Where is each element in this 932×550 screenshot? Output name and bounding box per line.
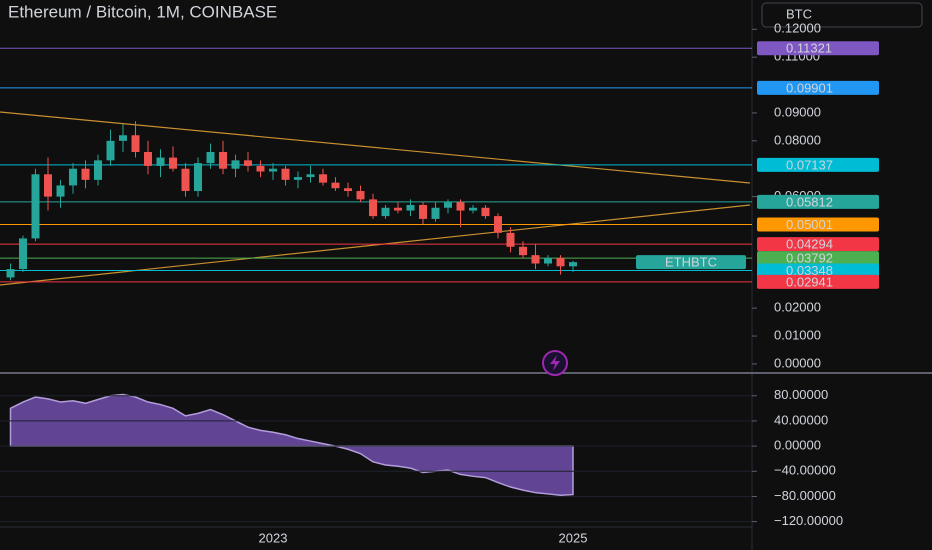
candle-body <box>569 262 577 267</box>
y2-tick-label: 0.00000 <box>774 438 821 453</box>
level-label: 0.07137 <box>786 157 833 172</box>
candle-body <box>456 202 465 211</box>
x-tick-label: 2025 <box>559 530 588 545</box>
candle-body <box>256 165 265 172</box>
y-tick-label: 0.08000 <box>774 132 821 147</box>
candle-body <box>244 160 252 166</box>
candle-body <box>181 168 190 192</box>
y2-tick-label: −40.00000 <box>774 463 836 478</box>
level-tag <box>757 274 879 289</box>
candle-body <box>56 185 65 197</box>
candle-body <box>169 157 177 169</box>
symbol-label: ETHBTC <box>665 255 717 270</box>
candle-body <box>131 135 140 152</box>
candle-body <box>331 182 340 189</box>
trend-line <box>0 204 751 286</box>
level-tag <box>757 263 879 278</box>
candle-body <box>156 157 165 166</box>
candle-body <box>219 151 227 169</box>
level-label: 0.05001 <box>786 217 833 232</box>
candle-body <box>94 160 102 180</box>
candle-body <box>356 191 365 200</box>
level-label: 0.09901 <box>786 80 833 95</box>
candle-body <box>369 199 377 217</box>
level-label: 0.11321 <box>786 41 832 56</box>
plot-layer: 0.120000.110000.090000.080000.060000.020… <box>0 21 879 545</box>
y-tick-label: 0.12000 <box>774 21 821 36</box>
level-label: 0.04294 <box>786 237 833 252</box>
candle-body <box>319 174 327 183</box>
candle-body <box>19 238 27 270</box>
candle-body <box>231 160 240 169</box>
y-tick-label: 0.01000 <box>774 327 821 342</box>
candle-body <box>494 216 502 233</box>
candle-body <box>431 207 440 219</box>
symbol-tag <box>636 255 746 270</box>
trend-line <box>0 111 751 184</box>
candle-body <box>269 168 277 172</box>
candle-body <box>481 207 490 217</box>
candle-body <box>544 257 552 264</box>
candle-body <box>344 188 352 192</box>
y-tick-label: 0.09000 <box>774 104 821 119</box>
candle-body <box>106 140 115 161</box>
candle-body <box>44 174 52 197</box>
y2-tick-label: 80.00000 <box>774 387 828 402</box>
candle-body <box>506 232 515 247</box>
level-tag <box>757 217 879 232</box>
candle-body <box>31 174 40 239</box>
level-tag <box>757 80 879 95</box>
y2-tick-label: −120.00000 <box>774 513 843 528</box>
x-tick-label: 2023 <box>259 530 288 545</box>
level-label: 0.05812 <box>786 194 833 209</box>
candle-body <box>469 207 477 211</box>
candle-body <box>444 202 452 208</box>
candle-body <box>281 168 290 180</box>
title-bar <box>0 0 750 28</box>
y-tick-label: 0.02000 <box>774 300 821 315</box>
news-bolt <box>550 355 560 371</box>
currency-label[interactable]: BTC <box>786 6 812 21</box>
candle-body <box>306 174 315 178</box>
level-label: 0.03792 <box>786 251 833 266</box>
level-tag <box>757 41 879 56</box>
candle-body <box>194 163 202 192</box>
y2-tick-label: −80.00000 <box>774 488 836 503</box>
level-tag <box>757 194 879 209</box>
candle-body <box>144 151 152 166</box>
candle-body <box>394 207 402 211</box>
level-tag <box>757 237 879 252</box>
candle-body <box>81 168 90 180</box>
level-tag <box>757 251 879 266</box>
chart-title: Ethereum / Bitcoin, 1M, COINBASE <box>8 2 277 21</box>
candle-body <box>531 255 540 264</box>
level-label: 0.02941 <box>786 274 833 289</box>
candle-body <box>294 177 302 180</box>
candle-body <box>206 151 215 164</box>
candle-body <box>119 135 127 141</box>
candle-body <box>69 168 77 186</box>
candle-body <box>419 204 427 219</box>
candle-body <box>519 246 527 256</box>
currency-button[interactable] <box>761 2 923 28</box>
level-label: 0.03348 <box>786 263 833 278</box>
candle-body <box>556 257 565 267</box>
level-tag <box>757 157 879 172</box>
y-tick-label: 0.00000 <box>774 355 821 370</box>
candle-body <box>381 207 390 217</box>
candle-body <box>6 269 15 278</box>
candle-body <box>406 204 415 211</box>
y2-tick-label: 40.00000 <box>774 412 828 427</box>
